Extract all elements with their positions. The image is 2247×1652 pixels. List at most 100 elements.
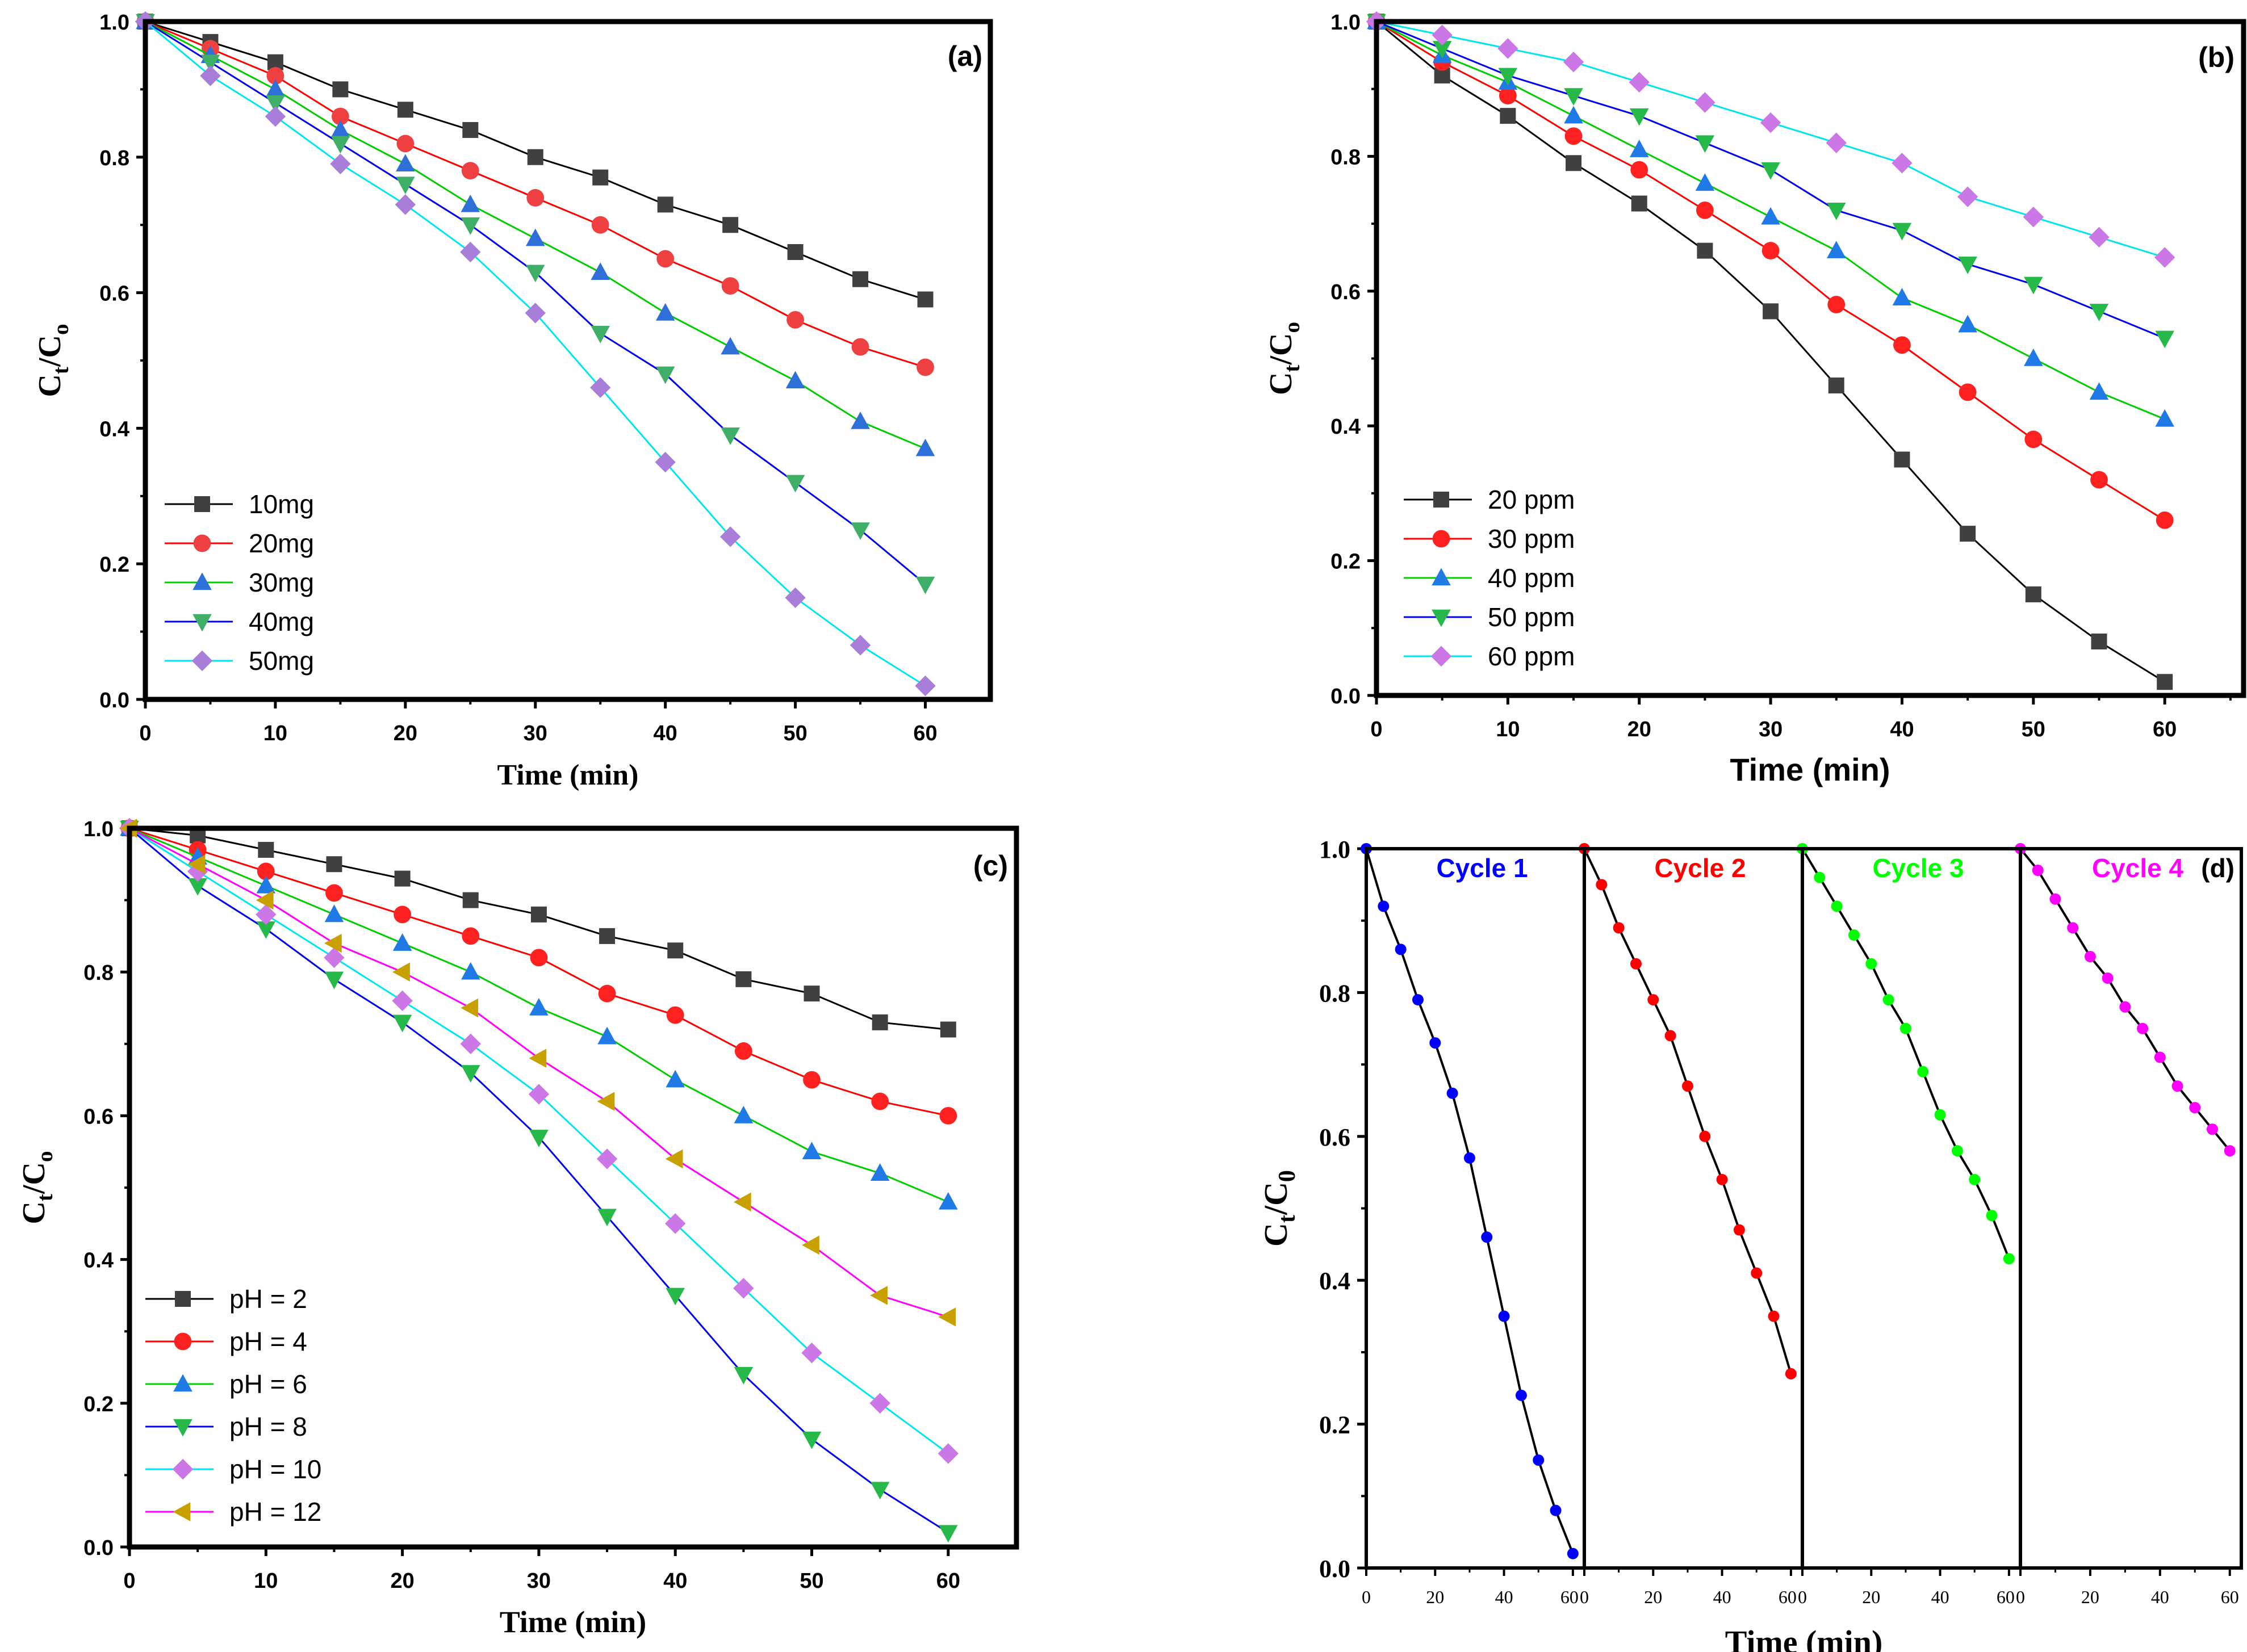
legend-label: pH = 2: [229, 1284, 307, 1314]
legend-entry: 20mg: [165, 529, 314, 558]
y-tick-label: 1.0: [83, 817, 114, 841]
data-point: [267, 54, 283, 70]
data-point: [1629, 108, 1649, 126]
data-point: [655, 303, 675, 321]
data-point: [1828, 377, 1844, 393]
data-point: [396, 135, 415, 153]
legend-marker: [193, 572, 212, 590]
data-point: [330, 153, 351, 174]
x-tick-label: 40: [1931, 1587, 1949, 1607]
data-point: [597, 1209, 617, 1227]
data-point: [1934, 1109, 1946, 1121]
legend-marker: [173, 1502, 191, 1521]
data-point: [1550, 1504, 1562, 1516]
legend-label: pH = 10: [229, 1454, 321, 1484]
data-point: [734, 1105, 754, 1123]
panel-label: (a): [948, 40, 982, 72]
legend-label: 10mg: [249, 489, 314, 519]
data-point: [1463, 1152, 1475, 1164]
y-tick-label: 0.8: [83, 961, 114, 985]
legend-marker: [174, 1332, 192, 1351]
y-tick-label: 0.4: [99, 417, 129, 441]
x-tick-label: 60: [913, 722, 937, 745]
x-tick-label: 0: [2016, 1587, 2025, 1607]
legend-label: 60 ppm: [1488, 641, 1575, 671]
data-point: [597, 1026, 617, 1045]
legend-marker: [1432, 530, 1450, 548]
x-tick-label: 10: [1496, 718, 1520, 741]
x-tick-label: 0: [1370, 718, 1382, 741]
data-point: [1697, 242, 1713, 259]
series-50mg: [135, 11, 936, 697]
data-point: [324, 904, 344, 923]
data-point: [460, 241, 481, 263]
legend-marker: [172, 1458, 194, 1480]
x-tick-label: 60: [1560, 1587, 1579, 1607]
data-point: [1761, 207, 1780, 225]
data-point: [734, 1366, 754, 1385]
y-axis-title: Ct/Co: [32, 324, 73, 397]
data-point: [1497, 38, 1518, 59]
data-point: [2089, 304, 2109, 321]
y-axis-title: Ct/Co: [1263, 322, 1304, 395]
x-tick-label: 20: [390, 1569, 414, 1593]
data-point: [1696, 201, 1714, 219]
data-point: [1481, 1231, 1493, 1243]
data-point: [462, 892, 479, 908]
y-tick-label: 0.6: [99, 282, 129, 306]
data-point: [1566, 155, 1582, 171]
x-tick-label: 20: [1644, 1587, 1662, 1607]
data-point: [1533, 1454, 1545, 1466]
data-point: [2154, 247, 2175, 268]
data-point: [324, 933, 342, 953]
data-point: [395, 194, 416, 215]
data-point: [591, 325, 610, 343]
data-point: [1716, 1173, 1728, 1185]
y-axis-title-part: /C: [16, 1162, 52, 1194]
data-point: [802, 1235, 819, 1255]
data-point: [870, 1482, 890, 1500]
data-point: [1395, 944, 1407, 955]
data-point: [657, 196, 673, 213]
data-point: [2003, 1253, 2015, 1265]
data-point: [1412, 994, 1424, 1006]
data-point: [870, 1163, 890, 1181]
data-point: [655, 366, 675, 384]
data-point: [666, 1006, 684, 1024]
data-point: [1500, 108, 1516, 124]
data-point: [785, 371, 805, 389]
data-point: [733, 1278, 754, 1299]
y-axis-title-part: 0: [1274, 1170, 1300, 1182]
x-tick-label: 30: [527, 1569, 551, 1593]
data-point: [666, 1288, 685, 1306]
data-point: [938, 1443, 959, 1464]
data-point: [462, 927, 480, 945]
data-point: [2119, 1001, 2131, 1013]
legend-label: pH = 12: [229, 1497, 321, 1527]
data-point: [330, 120, 350, 138]
data-point: [597, 1092, 615, 1111]
x-tick-label: 50: [800, 1569, 823, 1593]
data-point: [1848, 929, 1860, 941]
data-point: [2091, 634, 2107, 650]
y-tick-label: 0.6: [83, 1105, 114, 1129]
x-tick-label: 40: [654, 722, 677, 745]
legend-label: 20 ppm: [1488, 485, 1575, 514]
y-axis-title-part: /C: [1257, 1182, 1294, 1215]
data-point: [2154, 1051, 2166, 1063]
y-axis-title-part: C: [16, 1201, 52, 1224]
data-point: [530, 906, 547, 923]
legend-marker: [191, 650, 213, 672]
series-40mg: [136, 14, 935, 594]
data-point: [462, 122, 479, 139]
data-point: [187, 854, 206, 874]
legend-label: 30 ppm: [1488, 524, 1575, 554]
data-point: [528, 1084, 550, 1105]
series-pH--6: [120, 818, 958, 1210]
legend-label: pH = 8: [229, 1412, 307, 1441]
data-point: [331, 107, 349, 125]
data-point: [665, 1149, 683, 1169]
cycle-3: 0 20 40 60 Cycle 3: [1797, 843, 2015, 1607]
x-tick-label: 10: [263, 722, 287, 745]
